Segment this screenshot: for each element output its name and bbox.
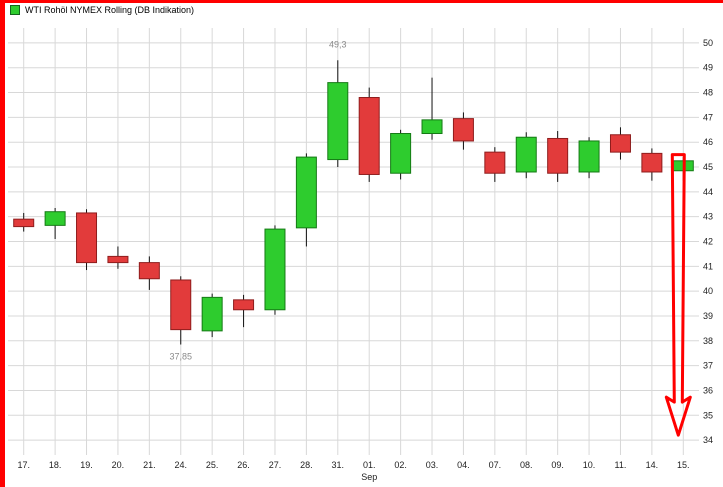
x-axis-tick-label: 28. [300,460,313,470]
candle-bullish [264,228,286,311]
month-label: Sep [361,472,377,482]
red-annotation-border-left [0,0,5,487]
candle-bearish [452,118,474,142]
y-axis-tick-label: 49 [703,63,713,73]
candle-bullish [44,211,66,226]
price-annotation: 49,3 [329,39,347,49]
x-axis-tick-label: 25. [206,460,219,470]
candle-bearish [609,134,631,153]
candle-bullish [421,119,443,135]
x-axis-tick-label: 10. [583,460,596,470]
y-axis-tick-label: 45 [703,162,713,172]
y-axis-tick-label: 38 [703,336,713,346]
candle-bearish [358,97,380,175]
x-axis-tick-label: 09. [551,460,564,470]
chart-legend: WTI Rohöl NYMEX Rolling (DB Indikation) [10,5,194,15]
y-axis-tick-label: 42 [703,237,713,247]
down-arrow-annotation [664,153,692,437]
candle-bearish [76,212,98,264]
y-axis-tick-label: 34 [703,435,713,445]
candle-bullish [327,82,349,161]
y-axis-tick-label: 47 [703,112,713,122]
candle-bearish [107,255,129,264]
y-axis-tick-label: 39 [703,311,713,321]
y-axis-tick-label: 48 [703,88,713,98]
candle-bullish [515,136,537,173]
y-axis-tick-label: 44 [703,187,713,197]
x-axis-tick-label: 11. [615,460,627,470]
x-axis-tick-label: 17. [17,460,30,470]
candle-bearish [233,299,255,311]
x-axis-tick-label: 08. [520,460,533,470]
legend-series-marker-icon [10,5,20,15]
x-axis-tick-label: 15. [677,460,690,470]
x-axis-tick-label: 26. [237,460,250,470]
x-axis-tick-label: 27. [269,460,282,470]
candle-bearish [484,151,506,174]
x-axis-tick-label: 21. [143,460,156,470]
candle-bullish [295,156,317,229]
y-axis-tick-label: 40 [703,286,713,296]
x-axis-tick-label: 07. [489,460,502,470]
legend-series-label: WTI Rohöl NYMEX Rolling (DB Indikation) [25,5,195,15]
y-axis-tick-label: 43 [703,212,713,222]
price-annotation: 37,85 [169,352,192,362]
y-axis-tick-label: 36 [703,385,713,395]
x-axis-tick-label: 02. [394,460,407,470]
x-axis-tick-label: 24. [174,460,187,470]
x-axis-tick-label: 14. [646,460,659,470]
candle-bullish [201,296,223,332]
candle-bearish [138,262,160,280]
x-axis-tick-label: 20. [112,460,125,470]
candle-bearish [641,152,663,173]
y-axis-tick-label: 37 [703,361,713,371]
y-axis-tick-label: 46 [703,137,713,147]
x-axis-tick-label: 31. [332,460,345,470]
candle-bullish [578,140,600,173]
candle-bearish [170,279,192,331]
red-annotation-border-top [0,0,723,3]
candle-bearish [13,218,35,228]
x-axis-tick-label: 04. [457,460,470,470]
y-axis-tick-label: 35 [703,410,713,420]
x-axis-tick-label: 18. [49,460,62,470]
x-axis-tick-label: 03. [426,460,439,470]
x-axis-tick-label: 19. [80,460,93,470]
x-axis-tick-label: 01. [363,460,376,470]
candle-bearish [547,137,569,174]
candle-bullish [390,133,412,174]
y-axis-tick-label: 50 [703,38,713,48]
y-axis-tick-label: 41 [703,261,713,271]
